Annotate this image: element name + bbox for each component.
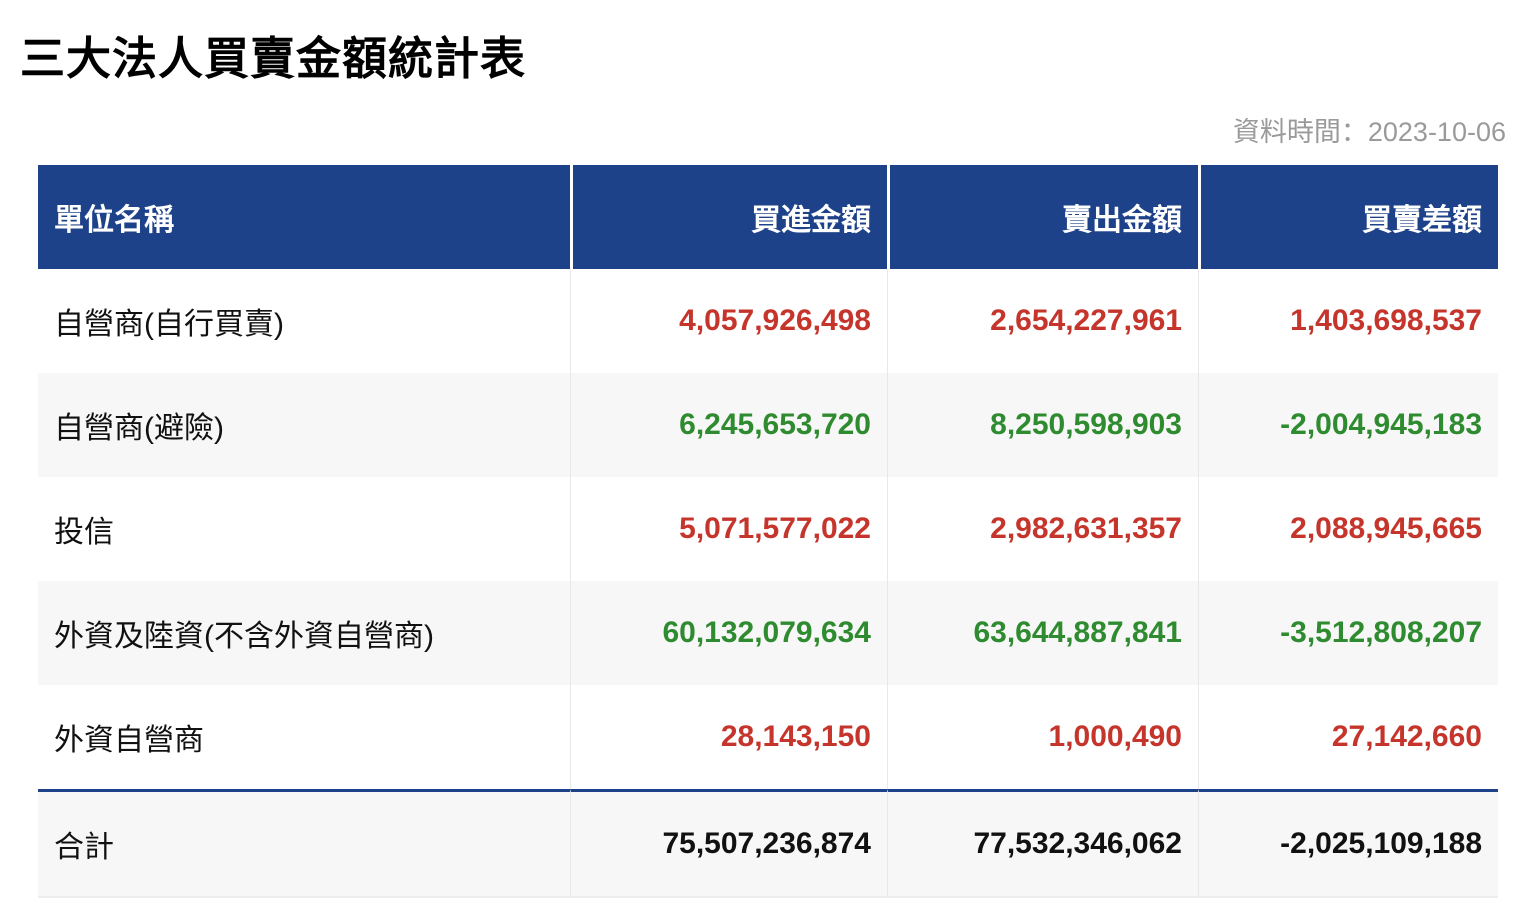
buy-amount-value: 5,071,577,022 xyxy=(570,477,887,581)
table-header-row: 單位名稱 買進金額 賣出金額 買賣差額 xyxy=(38,165,1498,269)
table-row-foreign-dealer: 外資自營商 28,143,150 1,000,490 27,142,660 xyxy=(38,685,1498,789)
sell-amount-value: 2,982,631,357 xyxy=(887,477,1198,581)
table-row-foreign-and-mainland: 外資及陸資(不含外資自營商) 60,132,079,634 63,644,887… xyxy=(38,581,1498,685)
table-row-dealer-proprietary: 自營商(自行買賣) 4,057,926,498 2,654,227,961 1,… xyxy=(38,269,1498,373)
column-header-unit-name: 單位名稱 xyxy=(38,165,570,269)
page-title: 三大法人買賣金額統計表 xyxy=(20,33,527,84)
total-row-label: 合計 xyxy=(38,789,570,898)
diff-amount-value: 2,088,945,665 xyxy=(1198,477,1498,581)
row-label: 外資自營商 xyxy=(38,685,570,789)
row-label: 自營商(自行買賣) xyxy=(38,269,570,373)
buy-amount-value: 28,143,150 xyxy=(570,685,887,789)
data-time-label: 資料時間：2023-10-06 xyxy=(1232,117,1506,147)
table-row-total: 合計 75,507,236,874 77,532,346,062 -2,025,… xyxy=(38,789,1498,898)
column-header-sell-amount: 賣出金額 xyxy=(887,165,1198,269)
institutional-investors-table: 單位名稱 買進金額 賣出金額 買賣差額 自營商(自行買賣) 4,057,926,… xyxy=(38,165,1498,898)
table-row-investment-trust: 投信 5,071,577,022 2,982,631,357 2,088,945… xyxy=(38,477,1498,581)
row-label: 投信 xyxy=(38,477,570,581)
sell-amount-value: 8,250,598,903 xyxy=(887,373,1198,477)
row-label: 自營商(避險) xyxy=(38,373,570,477)
diff-amount-value: -3,512,808,207 xyxy=(1198,581,1498,685)
column-header-diff-amount: 買賣差額 xyxy=(1198,165,1498,269)
table-row-dealer-hedge: 自營商(避險) 6,245,653,720 8,250,598,903 -2,0… xyxy=(38,373,1498,477)
sell-amount-value: 63,644,887,841 xyxy=(887,581,1198,685)
buy-amount-value: 4,057,926,498 xyxy=(570,269,887,373)
buy-amount-value: 60,132,079,634 xyxy=(570,581,887,685)
buy-amount-value: 6,245,653,720 xyxy=(570,373,887,477)
row-label: 外資及陸資(不含外資自營商) xyxy=(38,581,570,685)
diff-amount-value: -2,004,945,183 xyxy=(1198,373,1498,477)
diff-amount-value: 1,403,698,537 xyxy=(1198,269,1498,373)
column-header-buy-amount: 買進金額 xyxy=(570,165,887,269)
total-sell-amount-value: 77,532,346,062 xyxy=(887,789,1198,898)
total-diff-amount-value: -2,025,109,188 xyxy=(1198,789,1498,898)
total-buy-amount-value: 75,507,236,874 xyxy=(570,789,887,898)
diff-amount-value: 27,142,660 xyxy=(1198,685,1498,789)
sell-amount-value: 1,000,490 xyxy=(887,685,1198,789)
sell-amount-value: 2,654,227,961 xyxy=(887,269,1198,373)
